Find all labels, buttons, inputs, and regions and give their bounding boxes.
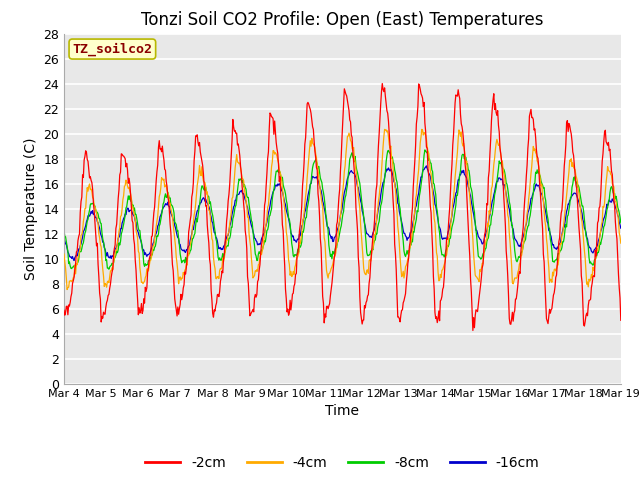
-8cm xyxy=(70,263,78,268)
-2cm xyxy=(70,275,78,280)
-16cm xyxy=(214,243,222,249)
-16cm xyxy=(411,209,419,215)
-4cm xyxy=(411,208,419,214)
-16cm xyxy=(185,243,193,249)
-4cm xyxy=(428,180,436,185)
-16cm xyxy=(428,183,436,189)
-16cm xyxy=(617,225,625,231)
-4cm xyxy=(617,240,625,246)
-8cm xyxy=(214,254,222,260)
-8cm xyxy=(105,266,113,272)
Line: -8cm: -8cm xyxy=(64,150,621,269)
-2cm xyxy=(60,307,68,313)
Title: Tonzi Soil CO2 Profile: Open (East) Temperatures: Tonzi Soil CO2 Profile: Open (East) Temp… xyxy=(141,11,543,29)
Line: -4cm: -4cm xyxy=(64,129,621,289)
-2cm xyxy=(428,210,435,216)
Line: -16cm: -16cm xyxy=(64,166,621,261)
-2cm xyxy=(214,292,221,298)
-2cm xyxy=(411,158,419,164)
-16cm xyxy=(128,209,136,215)
-2cm xyxy=(617,317,625,323)
-8cm xyxy=(428,167,436,173)
-8cm xyxy=(60,227,68,233)
-8cm xyxy=(617,220,625,226)
-4cm xyxy=(214,274,222,280)
-8cm xyxy=(421,147,429,153)
-16cm xyxy=(71,255,79,261)
-16cm xyxy=(422,163,430,169)
-4cm xyxy=(418,126,426,132)
-16cm xyxy=(60,235,68,241)
-8cm xyxy=(185,251,193,257)
-4cm xyxy=(128,204,136,210)
X-axis label: Time: Time xyxy=(325,405,360,419)
-4cm xyxy=(71,262,79,268)
Legend: -2cm, -4cm, -8cm, -16cm: -2cm, -4cm, -8cm, -16cm xyxy=(140,450,545,475)
-2cm xyxy=(469,327,477,333)
-4cm xyxy=(63,287,71,292)
Text: TZ_soilco2: TZ_soilco2 xyxy=(72,42,152,56)
-4cm xyxy=(60,251,68,257)
Y-axis label: Soil Temperature (C): Soil Temperature (C) xyxy=(24,138,38,280)
-2cm xyxy=(378,81,386,86)
-2cm xyxy=(127,205,135,211)
-4cm xyxy=(185,252,193,258)
-2cm xyxy=(184,247,192,252)
-16cm xyxy=(70,258,78,264)
-8cm xyxy=(128,204,136,209)
Line: -2cm: -2cm xyxy=(64,84,621,330)
-8cm xyxy=(411,224,419,229)
